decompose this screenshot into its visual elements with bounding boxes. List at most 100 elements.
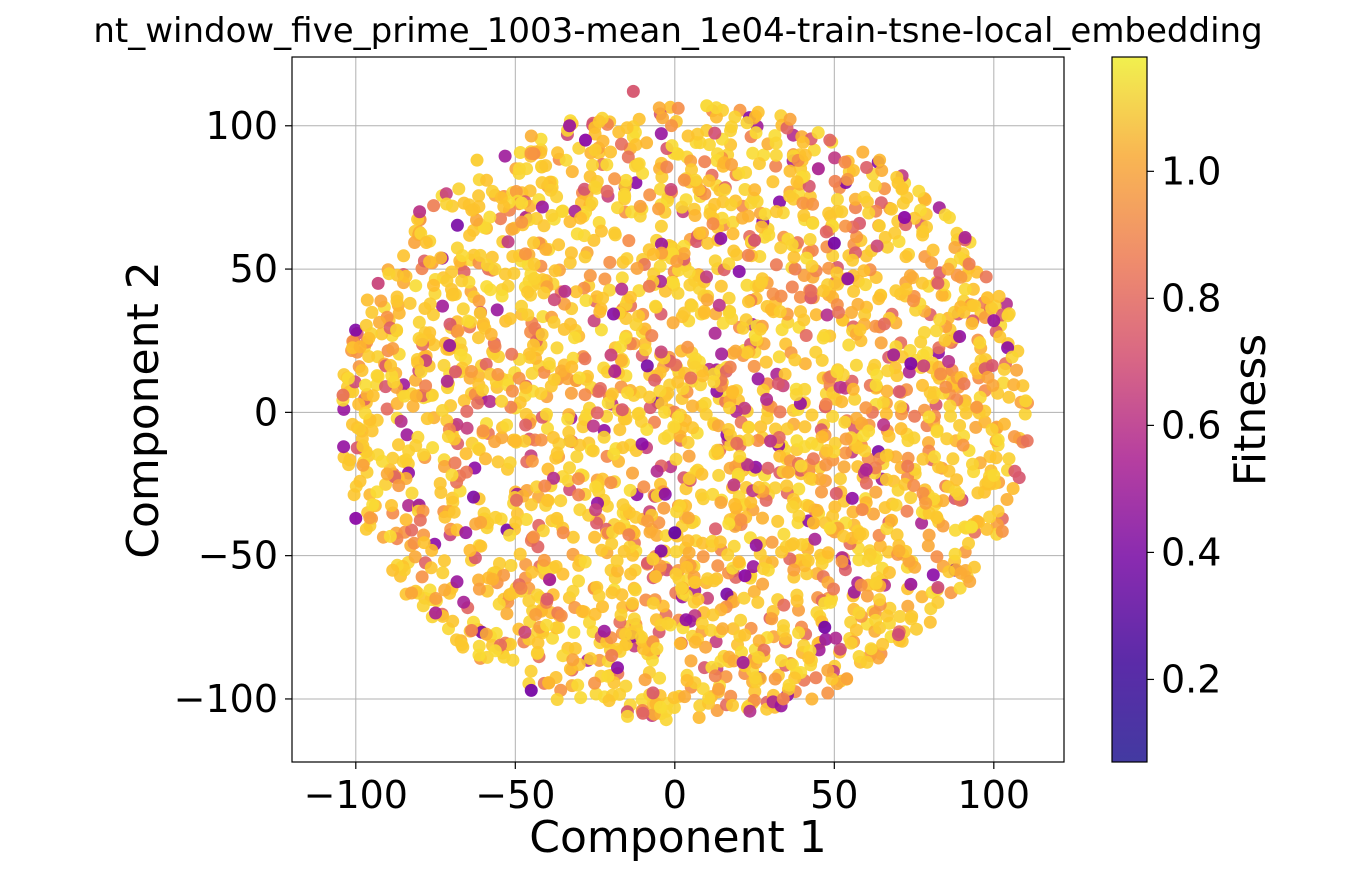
scatter-point (916, 378, 929, 392)
scatter-point (471, 396, 485, 410)
scatter-point (747, 585, 761, 599)
scatter-point (513, 547, 527, 561)
scatter-point (600, 184, 614, 198)
y-tick-label: −50 (198, 534, 278, 578)
scatter-point (839, 432, 853, 446)
scatter-point (488, 340, 502, 353)
scatter-point (438, 460, 451, 473)
scatter-point (768, 672, 782, 686)
scatter-point (916, 486, 930, 500)
scatter-point (1008, 464, 1022, 478)
scatter-point (531, 645, 545, 659)
scatter-point (803, 233, 817, 246)
scatter-point (585, 196, 599, 210)
scatter-point (724, 120, 738, 134)
scatter-point (916, 452, 930, 466)
scatter-point (464, 365, 478, 378)
scatter-point (756, 577, 770, 591)
scatter-point (748, 671, 762, 685)
scatter-point (590, 406, 604, 420)
scatter-point (427, 278, 440, 292)
scatter-point (556, 526, 570, 540)
scatter-point (539, 242, 553, 256)
scatter-point (862, 206, 876, 220)
scatter-point (885, 202, 898, 216)
scatter-point (931, 276, 945, 290)
scatter-point (736, 211, 749, 225)
scatter-point (884, 513, 898, 527)
scatter-point (472, 582, 486, 596)
scatter-point (390, 323, 404, 337)
scatter-point (524, 683, 538, 697)
scatter-point (995, 524, 1009, 538)
scatter-point (568, 642, 582, 655)
scatter-point (459, 447, 473, 461)
x-axis-label: Component 1 (529, 812, 826, 863)
scatter-point (798, 357, 812, 371)
scatter-point (890, 528, 904, 542)
scatter-point (563, 119, 577, 133)
colorbar-frame (1111, 56, 1148, 763)
scatter-point (747, 359, 761, 373)
scatter-point (629, 138, 643, 152)
scatter-point (858, 308, 872, 322)
scatter-point (671, 375, 685, 389)
scatter-point (786, 537, 800, 551)
scatter-point (946, 452, 960, 466)
scatter-point (545, 209, 559, 222)
scatter-point (904, 357, 918, 371)
scatter-point (769, 136, 783, 150)
scatter-point (757, 562, 770, 576)
scatter-point (859, 401, 873, 415)
scatter-point (427, 199, 441, 213)
scatter-point (806, 452, 820, 466)
scatter-point (602, 694, 616, 708)
scatter-point (630, 261, 644, 275)
scatter-point (873, 153, 887, 167)
scatter-point (386, 451, 400, 465)
scatter-point (409, 389, 423, 403)
scatter-point (714, 232, 728, 245)
scatter-point (622, 528, 636, 542)
scatter-point (696, 369, 710, 383)
scatter-point (613, 687, 627, 701)
scatter-point (821, 663, 835, 677)
scatter-point (761, 461, 775, 475)
scatter-point (741, 433, 755, 447)
scatter-point (873, 593, 886, 607)
scatter-point (474, 515, 488, 529)
scatter-point (811, 162, 825, 176)
scatter-point (484, 327, 498, 341)
scatter-point (498, 267, 512, 281)
scatter-point (805, 408, 819, 422)
scatter-point (588, 676, 602, 690)
scatter-point (796, 196, 810, 210)
scatter-point (681, 511, 695, 525)
scatter-point (731, 467, 745, 481)
scatter-point (592, 384, 606, 398)
scatter-point (540, 407, 553, 421)
scatter-point (775, 323, 789, 337)
scatter-point (552, 238, 566, 252)
scatter-point (509, 185, 523, 198)
scatter-point (429, 606, 443, 620)
scatter-point (412, 315, 426, 329)
scatter-point (777, 527, 791, 541)
scatter-point (547, 293, 561, 307)
scatter-point (966, 457, 979, 471)
scatter-point (806, 197, 820, 211)
scatter-point (589, 503, 603, 517)
scatter-point (483, 210, 497, 224)
scatter-point (827, 582, 840, 596)
scatter-point (714, 496, 728, 509)
scatter-point (1020, 434, 1034, 448)
scatter-point (892, 544, 906, 558)
scatter-point (417, 448, 430, 462)
scatter-point (954, 270, 968, 284)
scatter-point (436, 299, 449, 313)
scatter-point (819, 632, 833, 646)
scatter-point (603, 255, 617, 269)
scatter-point (531, 636, 545, 650)
scatter-point (554, 494, 568, 508)
